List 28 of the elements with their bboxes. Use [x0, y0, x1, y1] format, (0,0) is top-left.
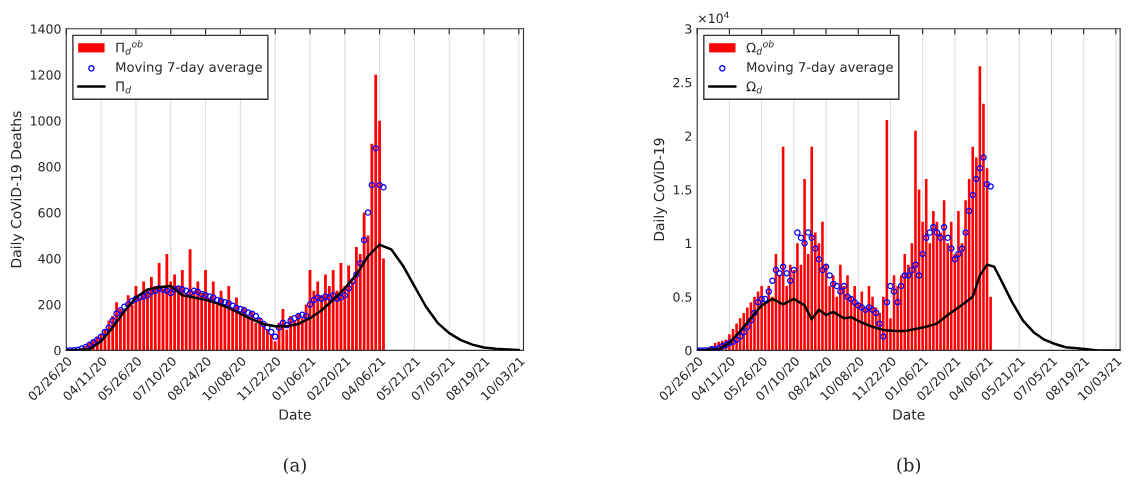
x-axis-title: Date — [893, 409, 925, 420]
y-tick-label: 800 — [38, 162, 61, 172]
y-tick-label: 1400 — [30, 24, 61, 34]
legend-label: Ω$_{d}$ — [746, 81, 763, 94]
legend-label: Moving 7-day average — [116, 61, 262, 75]
y-tick-label: 400 — [38, 253, 61, 264]
y-axis-title: Daily CoViD-19 — [653, 138, 667, 241]
y-axis-title: Daily CoViD-19 Deaths — [10, 111, 25, 268]
legend-label: Moving 7-day average — [747, 61, 893, 75]
y-tick-label: 3 — [685, 24, 692, 34]
y-tick-label: 0.5 — [673, 292, 692, 302]
y-tick-label: 1000 — [30, 116, 61, 126]
legend-label: Π$_{d}$ — [116, 81, 132, 94]
y-tick-label: 200 — [38, 299, 61, 310]
text: (a) — [283, 457, 306, 475]
y-tick-label: 600 — [38, 208, 61, 218]
text: ×10$^{4}$ — [698, 11, 729, 24]
y-tick-label: 2.5 — [673, 77, 692, 88]
legend-label: Ω$_{d}$$^{ob}$ — [746, 40, 774, 55]
text: (b) — [897, 457, 921, 475]
y-tick-label: 2 — [685, 131, 692, 141]
x-axis-title: Date — [279, 409, 311, 420]
y-tick-label: 1.5 — [673, 185, 692, 195]
y-tick-label: 1200 — [30, 70, 61, 80]
y-tick-label: 1 — [685, 238, 692, 248]
y-tick-label: 0 — [685, 345, 692, 356]
y-tick-label: 0 — [54, 345, 61, 356]
legend-label: Π$_{d}$$^{ob}$ — [116, 40, 143, 55]
